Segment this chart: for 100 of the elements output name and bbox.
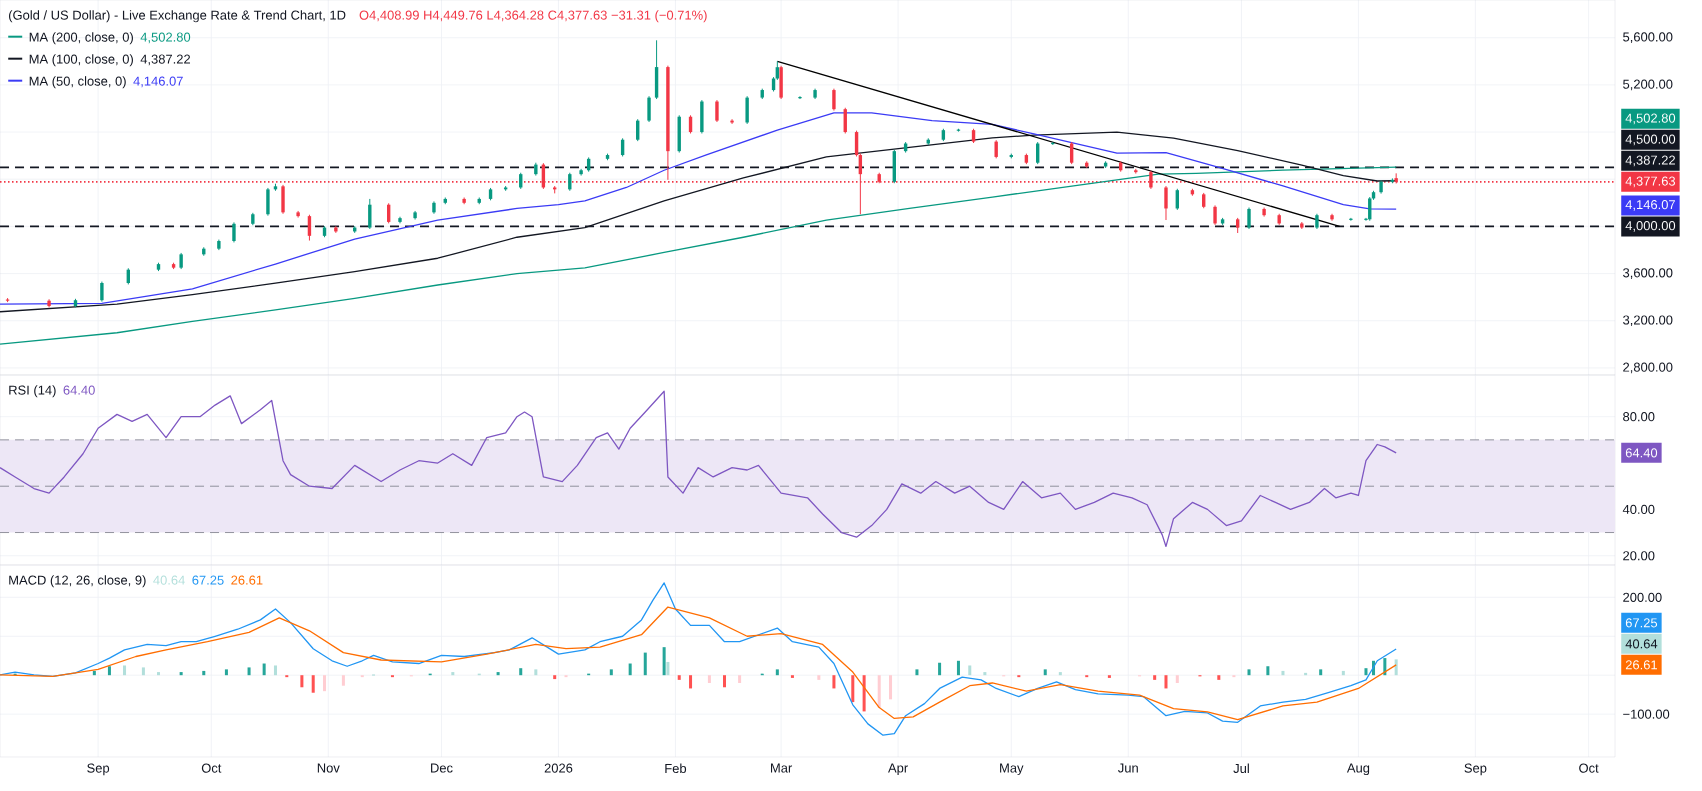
annotation: 4,387.22 <box>140 54 191 66</box>
annotation: 26.61 <box>231 575 263 585</box>
x-tick-label: Oct <box>1579 763 1599 773</box>
bar <box>519 668 523 676</box>
text: 67.25 <box>1625 618 1658 628</box>
y-tick-label: −100.00 <box>1623 709 1670 719</box>
candlestick <box>994 139 998 159</box>
bar <box>832 675 836 689</box>
bar <box>862 675 866 712</box>
bar <box>1319 669 1323 676</box>
bar <box>956 660 960 676</box>
annotation: 40.64 <box>153 575 185 585</box>
bar <box>1247 669 1251 676</box>
annotation: 67.25 <box>192 575 224 585</box>
line-series <box>0 166 1397 345</box>
bar <box>273 665 277 676</box>
legend-label: MA (100, close, 0) <box>29 54 133 67</box>
bar <box>643 652 647 676</box>
ref-line-label: 4,377.63 <box>1625 176 1676 188</box>
bar <box>179 672 183 676</box>
bar <box>790 675 794 678</box>
bar <box>738 675 742 683</box>
bar <box>534 669 538 676</box>
bar <box>451 672 455 676</box>
annotation: 4,502.80 <box>140 32 191 44</box>
bar <box>723 675 727 688</box>
x-tick-label: Dec <box>431 763 453 773</box>
x-tick-label: Sep <box>87 763 110 776</box>
candlestick <box>1348 217 1354 222</box>
bar <box>689 675 693 689</box>
bar <box>262 663 266 676</box>
text: RSI (14) <box>9 385 56 398</box>
bar <box>341 675 345 686</box>
bar <box>202 670 206 676</box>
x-tick-label: Jun <box>1118 763 1138 773</box>
bar <box>1164 675 1168 689</box>
bar <box>323 675 327 692</box>
text: 40.64 <box>1625 639 1658 649</box>
y-tick-label: 5,200.00 <box>1623 79 1673 91</box>
text: (Gold / US Dollar) - Live Exchange Rate & Trend Chart, 1D <box>9 10 346 23</box>
x-tick-label: Apr <box>888 763 908 776</box>
bar <box>889 675 893 700</box>
candlestick <box>1247 207 1251 230</box>
bar <box>1281 670 1285 676</box>
bar <box>311 675 315 693</box>
candlestick <box>232 221 236 243</box>
candlestick <box>797 95 803 100</box>
candlestick <box>832 88 836 112</box>
text: MACD (12, 26, close, 9) <box>9 575 146 588</box>
bar <box>224 669 228 676</box>
bar <box>1153 675 1157 680</box>
bar <box>628 663 632 676</box>
bar <box>968 665 972 676</box>
x-tick-label: Feb <box>665 763 687 774</box>
bar <box>300 675 304 688</box>
bar <box>123 665 127 676</box>
candlestick <box>100 281 104 303</box>
candlestick <box>1069 141 1074 165</box>
bar <box>496 672 500 676</box>
bar <box>1058 672 1062 676</box>
candlestick <box>368 198 372 230</box>
text: 4,146.07 <box>1625 200 1675 211</box>
ref-line-label: 4,500.00 <box>1625 134 1676 146</box>
bar <box>156 672 161 676</box>
bar <box>877 675 881 708</box>
y-tick-label: 80.00 <box>1623 412 1655 422</box>
y-tick-label: 3,600.00 <box>1623 268 1673 279</box>
candlestick <box>1036 141 1040 165</box>
candlestick <box>1164 185 1168 221</box>
bar <box>851 675 855 703</box>
candlestick <box>647 95 651 123</box>
bar <box>707 675 711 683</box>
y-tick-label: 200.00 <box>1623 592 1662 602</box>
x-tick-label: May <box>1000 763 1024 776</box>
x-tick-label: Jul <box>1233 763 1249 774</box>
annotation: 4,146.07 <box>133 76 183 88</box>
candlestick <box>730 118 734 125</box>
bar <box>1175 675 1179 683</box>
bar <box>1341 670 1345 676</box>
bar <box>1107 675 1111 678</box>
bar <box>1043 669 1047 676</box>
bar <box>666 661 670 676</box>
annotation: 64.40 <box>63 385 95 395</box>
bar <box>775 669 779 676</box>
y-tick-label: 40.00 <box>1622 504 1655 514</box>
bar <box>662 647 666 676</box>
bar <box>677 675 681 680</box>
candlestick <box>1213 204 1217 226</box>
candlestick <box>775 60 780 81</box>
x-tick-label: 2026 <box>544 763 573 773</box>
bar <box>817 675 821 680</box>
x-tick-label: Mar <box>771 763 793 773</box>
x-tick-label: Oct <box>201 763 222 773</box>
bar <box>92 670 96 676</box>
text: O4,408.99 H4,449.76 L4,364.28 C4,377.63 −31.31 (−0.71%) <box>359 10 707 23</box>
x-tick-label: Nov <box>317 763 340 773</box>
candlestick <box>307 214 312 242</box>
bar <box>1394 659 1398 676</box>
x-tick-label: Sep <box>1464 763 1487 776</box>
legend-label: MA (200, close, 0) <box>29 32 133 45</box>
